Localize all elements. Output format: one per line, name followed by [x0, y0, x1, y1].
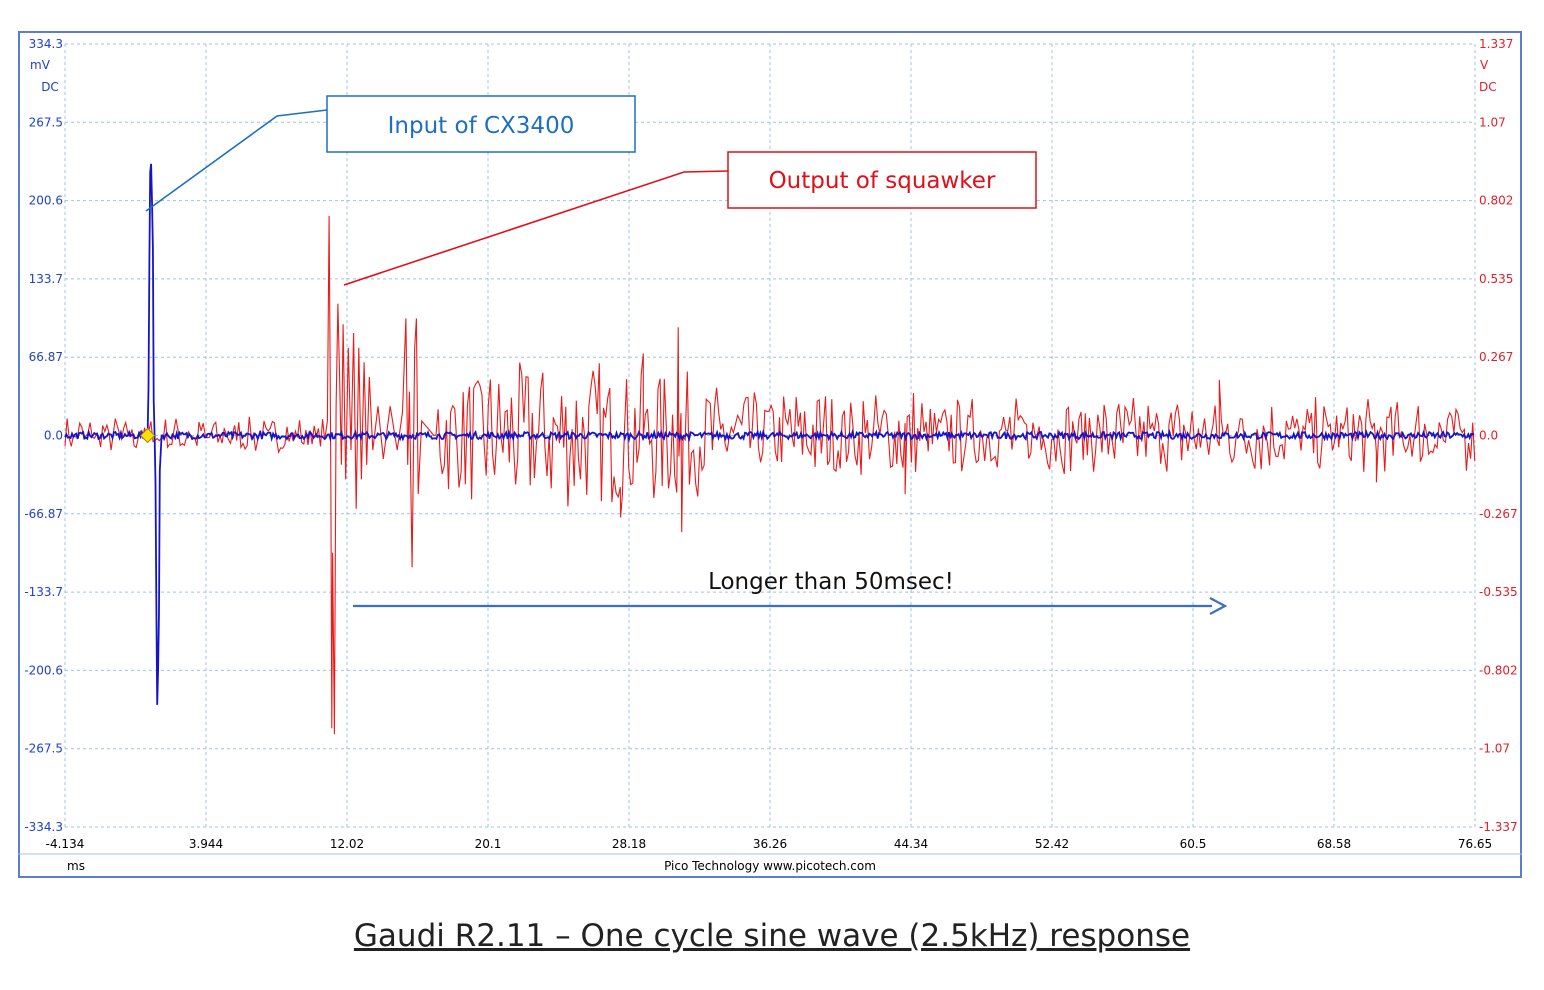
right-tick-label: -1.337	[1479, 820, 1518, 834]
x-tick-label: 44.34	[894, 837, 928, 851]
duration-note: Longer than 50msec!	[708, 569, 954, 595]
x-tick-label: 60.5	[1180, 837, 1207, 851]
right-tick-label: 1.337	[1479, 37, 1513, 51]
x-tick-label: 52.42	[1035, 837, 1069, 851]
right-unit-v: V	[1480, 58, 1489, 72]
output-callout-leader	[343, 170, 729, 286]
input-trace	[64, 163, 1475, 705]
input-callout-leader	[145, 109, 328, 212]
x-tick-label: 3.944	[189, 837, 223, 851]
left-axis: 334.3 267.5 200.6 133.7 66.87 0.0 -66.87 -133.7…	[24, 37, 63, 834]
right-unit-dc: DC	[1479, 80, 1497, 94]
left-tick-label: -66.87	[24, 507, 63, 521]
trigger-marker	[139, 427, 156, 444]
left-tick-label: 334.3	[29, 37, 63, 51]
x-tick-label: 36.26	[753, 837, 787, 851]
output-callout-label: Output of squawker	[769, 168, 996, 194]
left-tick-label: -133.7	[24, 585, 63, 599]
right-tick-label: 1.07	[1479, 115, 1506, 129]
x-tick-label: 76.65	[1458, 837, 1492, 851]
left-tick-label: 267.5	[29, 115, 63, 129]
right-tick-label: -0.267	[1479, 507, 1518, 521]
right-tick-label: 0.802	[1479, 194, 1513, 208]
x-tick-label: 12.02	[330, 837, 364, 851]
left-tick-label: -334.3	[24, 820, 63, 834]
left-tick-label: 133.7	[29, 272, 63, 286]
left-tick-label: 0.0	[44, 429, 63, 443]
right-tick-label: -1.07	[1479, 742, 1510, 756]
footer-credit: Pico Technology www.picotech.com	[664, 859, 876, 873]
input-callout-box	[326, 95, 636, 153]
input-callout-label: Input of CX3400	[388, 113, 575, 139]
left-unit-mv: mV	[30, 58, 51, 72]
left-tick-label: 200.6	[29, 194, 63, 208]
right-tick-label: 0.0	[1479, 429, 1498, 443]
duration-arrow-head	[1209, 597, 1228, 615]
right-tick-label: 0.267	[1479, 350, 1513, 364]
x-axis: -4.134 3.944 12.02 20.1 28.18 36.26 44.34 52.42…	[46, 837, 1493, 851]
left-tick-label: 66.87	[29, 350, 63, 364]
left-unit-dc: DC	[41, 80, 59, 94]
oscilloscope-chart: 334.3 267.5 200.6 133.7 66.87 0.0 -66.87 -133.7…	[18, 31, 1522, 878]
chart-frame	[18, 31, 1522, 878]
x-tick-label: 28.18	[612, 837, 646, 851]
x-tick-label: -4.134	[46, 837, 85, 851]
x-unit: ms	[67, 859, 85, 873]
right-tick-label: -0.802	[1479, 663, 1518, 677]
output-trace	[64, 215, 1476, 735]
right-tick-label: -0.535	[1479, 585, 1518, 599]
left-tick-label: -200.6	[24, 663, 63, 677]
x-tick-label: 20.1	[475, 837, 502, 851]
output-callout-box	[727, 151, 1037, 209]
figure-caption: Gaudi R2.11 – One cycle sine wave (2.5kH…	[353, 918, 1191, 954]
right-tick-label: 0.535	[1479, 272, 1513, 286]
right-axis: 1.337 1.07 0.802 0.535 0.267 0.0 -0.267 -0.535 -…	[1479, 37, 1518, 834]
left-tick-label: -267.5	[24, 742, 63, 756]
x-tick-label: 68.58	[1317, 837, 1351, 851]
traces	[64, 163, 1476, 735]
